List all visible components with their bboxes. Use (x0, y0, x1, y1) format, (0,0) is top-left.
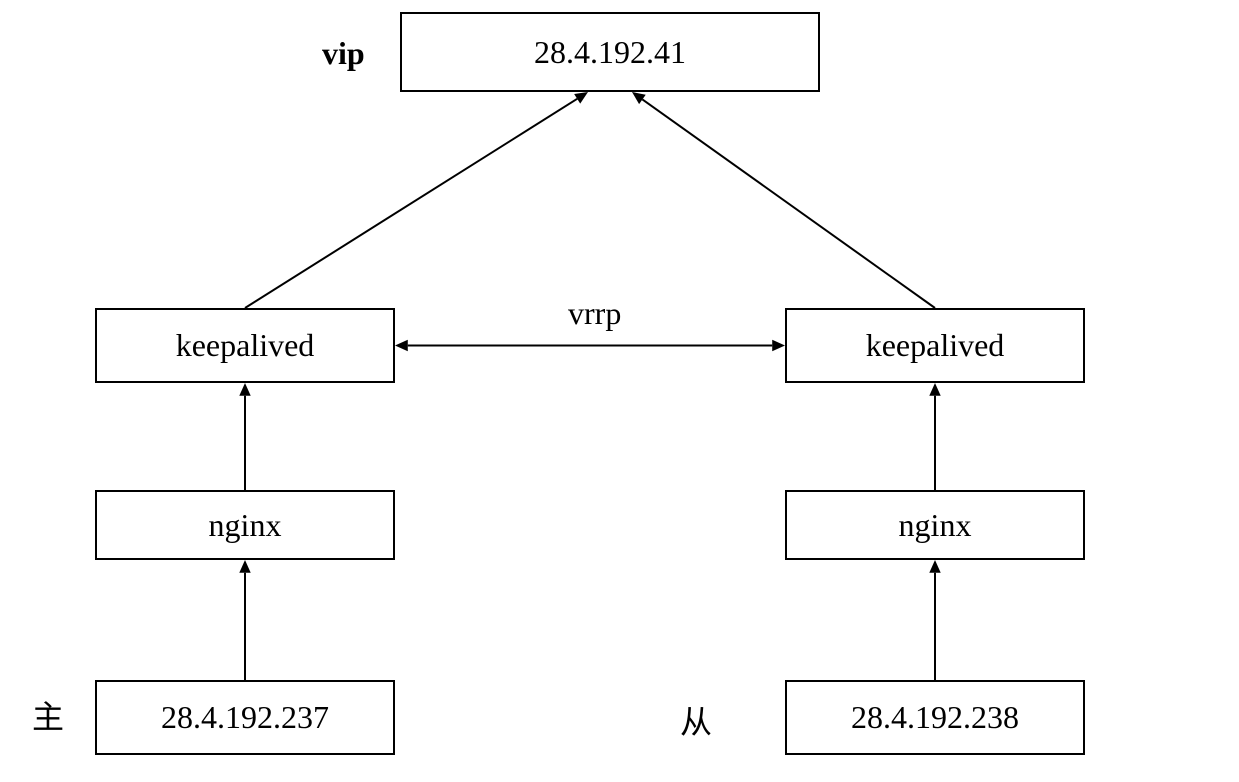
nginx-right-text: nginx (899, 507, 972, 544)
nginx-right-node: nginx (785, 490, 1085, 560)
vip-node-text: 28.4.192.41 (534, 34, 686, 71)
diagram-edges (0, 0, 1239, 782)
nginx-left-node: nginx (95, 490, 395, 560)
keepalived-left-text: keepalived (176, 327, 315, 364)
keepalived-left-node: keepalived (95, 308, 395, 383)
master-node: 28.4.192.237 (95, 680, 395, 755)
master-label: 主 (32, 692, 64, 738)
nginx-left-text: nginx (209, 507, 282, 544)
keepalived-right-node: keepalived (785, 308, 1085, 383)
slave-label: 从 (680, 697, 712, 743)
master-node-text: 28.4.192.237 (161, 699, 329, 736)
slave-node-text: 28.4.192.238 (851, 699, 1019, 736)
slave-node: 28.4.192.238 (785, 680, 1085, 755)
ha-architecture-diagram: 28.4.192.41 keepalived keepalived nginx … (0, 0, 1239, 782)
vrrp-label: vrrp (568, 295, 621, 332)
keepalived-right-text: keepalived (866, 327, 1005, 364)
vip-label: vip (322, 35, 365, 72)
vip-node: 28.4.192.41 (400, 12, 820, 92)
